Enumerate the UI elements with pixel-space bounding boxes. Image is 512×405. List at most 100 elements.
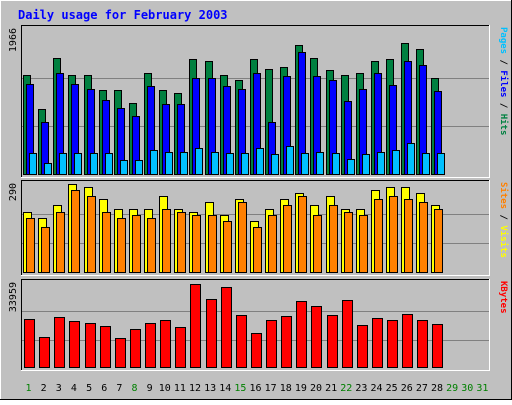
x-tick-label: 20	[310, 383, 322, 394]
y-max-label: 33959	[8, 282, 19, 312]
x-tick-label: 15	[234, 383, 246, 394]
legend-entry: Pages	[498, 27, 508, 54]
bar-kbytes-day-12	[190, 284, 201, 368]
bar-pages-day-24	[377, 152, 385, 175]
bar-pages-day-5	[90, 153, 98, 175]
bar-pages-day-22	[347, 159, 355, 175]
bar-kbytes-day-17	[266, 320, 277, 368]
panel-legend: Pages / Files / Hits	[498, 27, 509, 135]
bar-sites-day-4	[71, 190, 80, 273]
bar-sites-day-13	[208, 215, 217, 273]
bar-sites-day-8	[132, 215, 141, 273]
legend-entry: Sites	[498, 182, 509, 209]
bar-pages-day-2	[44, 163, 52, 175]
x-tick-label: 26	[401, 383, 413, 394]
bar-kbytes-day-27	[417, 320, 428, 368]
bar-pages-day-25	[392, 150, 400, 175]
bar-kbytes-day-7	[115, 338, 126, 368]
bar-kbytes-day-26	[402, 314, 413, 368]
x-tick-label: 5	[86, 383, 92, 394]
legend-entry: /	[498, 54, 508, 70]
bar-pages-day-3	[59, 153, 67, 175]
chart-panels: 1966 Pages / Files / Hits 290 Sites / Visit…	[8, 25, 509, 371]
bar-pages-day-28	[437, 153, 445, 175]
series-files	[26, 52, 442, 175]
x-axis: 1 2 3 4 5 6 7 8 9 10 11 12 13 14 15 16 17 18 19 20 21 22 23 24 2…	[26, 383, 489, 394]
bar-pages-day-19	[301, 153, 309, 175]
x-tick-label: 8	[131, 383, 137, 394]
x-tick-label: 10	[159, 383, 171, 394]
panel-legend: Sites / Visits	[498, 182, 509, 258]
legend-entry: /	[498, 209, 508, 225]
bar-pages-day-20	[316, 152, 324, 175]
bar-sites-day-20	[313, 215, 322, 273]
bar-pages-day-8	[135, 160, 143, 175]
bar-sites-day-24	[374, 199, 383, 273]
x-tick-label: 12	[189, 383, 201, 394]
panel-visits-sites: 290 Sites / Visits	[8, 180, 509, 276]
bar-kbytes-day-25	[387, 320, 398, 368]
bar-kbytes-day-4	[69, 321, 80, 368]
bar-pages-day-6	[105, 153, 113, 175]
x-tick-label: 13	[204, 383, 216, 394]
bar-sites-day-17	[268, 215, 277, 273]
bar-sites-day-19	[298, 196, 307, 273]
bar-kbytes-day-23	[357, 325, 368, 368]
bar-sites-day-14	[223, 221, 232, 273]
bar-sites-day-2	[41, 227, 50, 273]
legend-entry: Files	[498, 70, 509, 97]
bar-kbytes-day-16	[251, 333, 262, 368]
bar-sites-day-18	[283, 205, 292, 273]
bar-kbytes-day-1	[24, 319, 35, 368]
bar-kbytes-day-2	[39, 337, 50, 368]
bar-kbytes-day-18	[281, 316, 292, 368]
bar-pages-day-9	[150, 150, 158, 175]
bar-sites-day-6	[102, 212, 111, 273]
x-tick-label: 17	[265, 383, 277, 394]
bar-kbytes-day-13	[206, 299, 217, 368]
series-pages	[29, 143, 445, 175]
bar-sites-day-1	[26, 218, 35, 273]
panel-hits-files-pages: 1966 Pages / Files / Hits	[8, 25, 509, 178]
bar-sites-day-21	[329, 205, 338, 273]
y-max-label: 1966	[8, 28, 19, 52]
bar-sites-day-22	[344, 212, 353, 273]
panel-kbytes: 33959 KBytes	[8, 279, 508, 371]
x-tick-label: 3	[56, 383, 62, 394]
bar-kbytes-day-20	[311, 306, 322, 368]
x-tick-label: 4	[71, 383, 77, 394]
panel-legend: KBytes	[498, 281, 508, 314]
bar-pages-day-4	[74, 153, 82, 175]
x-tick-label: 30	[461, 383, 473, 394]
x-tick-label: 29	[446, 383, 458, 394]
bar-kbytes-day-21	[327, 315, 338, 368]
bar-pages-day-17	[271, 154, 279, 175]
bar-pages-day-23	[362, 154, 370, 175]
x-tick-label: 18	[280, 383, 292, 394]
bar-pages-day-27	[422, 153, 430, 175]
bar-pages-day-15	[241, 153, 249, 175]
legend-entry: Hits	[498, 114, 509, 136]
bar-pages-day-11	[180, 152, 188, 175]
x-tick-label: 1	[26, 383, 32, 394]
bar-kbytes-day-10	[160, 320, 171, 368]
bar-kbytes-day-5	[85, 323, 96, 368]
x-tick-label: 2	[41, 383, 47, 394]
x-tick-label: 9	[147, 383, 153, 394]
x-tick-label: 7	[116, 383, 122, 394]
series-sites	[26, 190, 443, 273]
bar-kbytes-day-14	[221, 287, 232, 368]
bar-sites-day-23	[359, 215, 368, 273]
bar-sites-day-3	[56, 212, 65, 273]
bar-sites-day-5	[87, 196, 96, 273]
bar-sites-day-7	[117, 218, 126, 273]
legend-entry: /	[498, 97, 508, 113]
bar-kbytes-day-6	[100, 326, 111, 368]
x-tick-label: 21	[325, 383, 337, 394]
x-tick-label: 6	[101, 383, 107, 394]
bar-sites-day-26	[404, 199, 413, 273]
bar-kbytes-day-3	[54, 317, 65, 368]
x-tick-label: 23	[355, 383, 367, 394]
